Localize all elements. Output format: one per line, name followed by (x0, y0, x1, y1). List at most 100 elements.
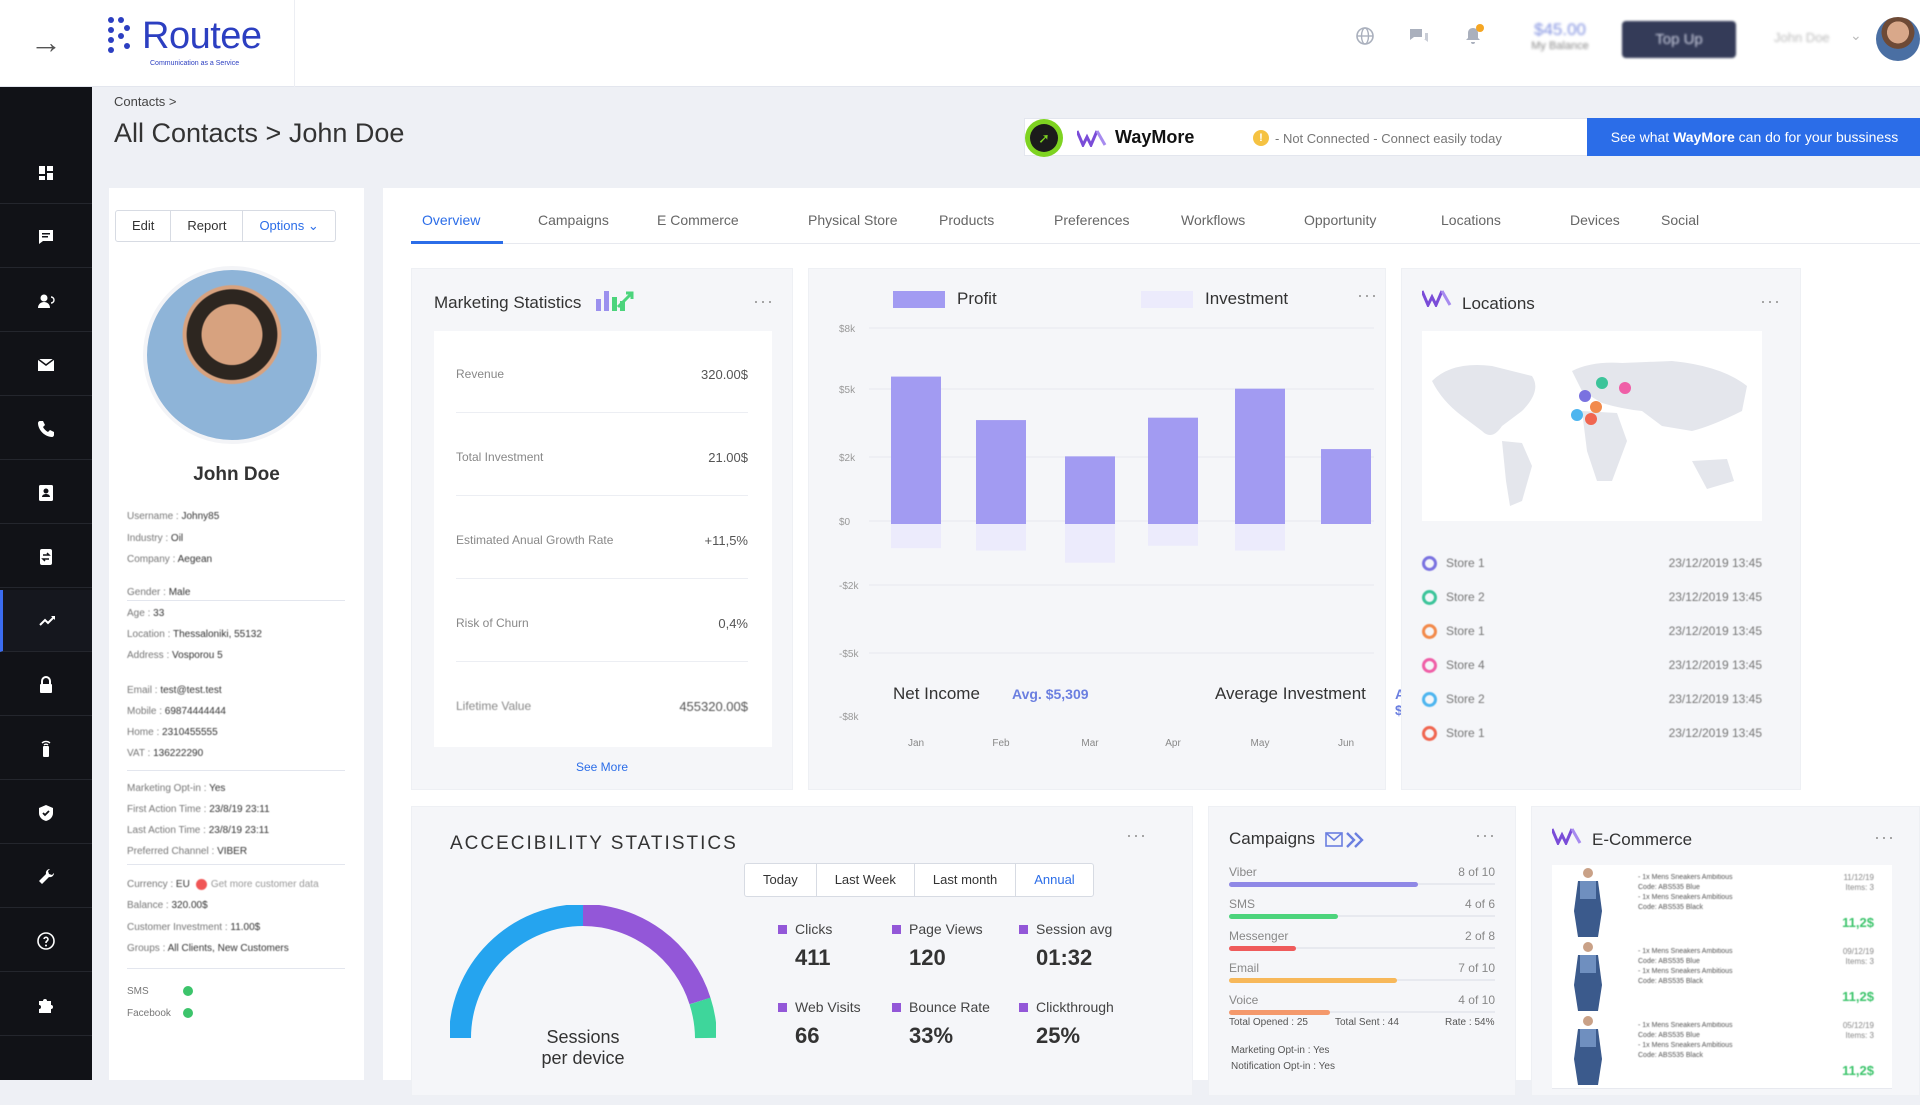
more-options-icon[interactable]: ··· (1126, 825, 1147, 845)
tab-locations[interactable]: Locations (1441, 212, 1501, 228)
breadcrumb[interactable]: Contacts > (114, 94, 177, 109)
order-date: 05/12/19 (1842, 1021, 1874, 1030)
globe-icon[interactable] (1353, 26, 1377, 50)
tab-e-commerce[interactable]: E Commerce (657, 212, 739, 228)
tab-physical-store[interactable]: Physical Store (808, 212, 898, 228)
profit-bar[interactable] (1235, 388, 1285, 524)
sidebar-item-email[interactable] (0, 334, 92, 396)
store-row[interactable]: Store 1 23/12/2019 13:45 (1422, 622, 1762, 642)
sidebar-item-tools[interactable] (0, 846, 92, 908)
sidebar-item-security[interactable] (0, 654, 92, 716)
sidebar-item-contacts[interactable] (0, 270, 92, 332)
stat-label: Lifetime Value (456, 699, 532, 713)
more-options-icon[interactable]: ··· (1475, 825, 1496, 845)
chat-icon[interactable] (1407, 26, 1431, 50)
bell-icon[interactable] (1461, 24, 1485, 50)
tab-overview[interactable]: Overview (422, 212, 481, 228)
store-row[interactable]: Store 1 23/12/2019 13:45 (1422, 554, 1762, 574)
profit-bar[interactable] (976, 420, 1026, 524)
top-up-button[interactable]: Top Up (1622, 21, 1736, 58)
y-tick-label: -$2k (839, 581, 859, 592)
investment-bar[interactable] (1235, 524, 1285, 551)
sidebar-item-dashboard[interactable] (0, 142, 92, 204)
investment-bar[interactable] (976, 524, 1026, 551)
sidebar-item-analytics[interactable] (0, 590, 92, 652)
campaign-row[interactable]: Messenger 2 of 8 (1229, 929, 1495, 961)
order-row[interactable]: - 1x Mens Sneakers Ambitious Code: ABS535… (1552, 939, 1892, 1015)
campaign-row[interactable]: Viber 8 of 10 (1229, 865, 1495, 897)
campaign-track (1229, 947, 1495, 949)
order-row[interactable]: - 1x Mens Sneakers Ambitious Code: ABS535… (1552, 1013, 1892, 1089)
user-name[interactable]: John Doe (1774, 30, 1830, 45)
tab-campaigns[interactable]: Campaigns (538, 212, 609, 228)
legend-square-icon (778, 1002, 787, 1012)
investment-bar[interactable] (891, 524, 941, 549)
store-row[interactable]: Store 1 23/12/2019 13:45 (1422, 724, 1762, 744)
sidebar-item-help[interactable] (0, 910, 92, 972)
sidebar-item-messages[interactable] (0, 206, 92, 268)
profile-field: Last Action Time : 23/8/19 23:11 (127, 825, 269, 836)
tab-products[interactable]: Products (939, 212, 995, 228)
chevron-down-icon[interactable]: ⌄ (1850, 27, 1862, 43)
profit-bar[interactable] (1065, 456, 1115, 524)
campaign-row[interactable]: Voice 4 of 10 (1229, 993, 1495, 1025)
options-dropdown[interactable]: Options ⌄ (243, 211, 334, 241)
edit-button[interactable]: Edit (116, 211, 172, 241)
filter-today[interactable]: Today (745, 864, 817, 896)
sidebar-item-mobile[interactable] (0, 718, 92, 780)
two-way-icon (40, 548, 52, 565)
see-more-link[interactable]: See More (575, 760, 629, 774)
profit-bar[interactable] (891, 376, 941, 524)
get-more-data-link[interactable]: Get more customer data (210, 879, 319, 891)
filter-annual[interactable]: Annual (1034, 872, 1075, 887)
location-ring-icon (1422, 556, 1437, 571)
channel-row: SMS (127, 986, 193, 997)
metric-value: 01:32 (1036, 945, 1093, 970)
locations-card: Locations ··· Store 1 23/12/2019 13:45 Sto… (1401, 268, 1801, 790)
more-options-icon[interactable]: ··· (1760, 291, 1781, 311)
sidebar-item-extensions[interactable] (0, 974, 92, 1036)
waymore-status-text: - Not Connected - Connect easily today (1275, 130, 1502, 146)
stat-row: Total Investment 21.00$ (456, 414, 748, 496)
campaign-row[interactable]: SMS 4 of 6 (1229, 897, 1495, 929)
store-row[interactable]: Store 4 23/12/2019 13:45 (1422, 656, 1762, 676)
tab-opportunity[interactable]: Opportunity (1304, 212, 1377, 228)
sidebar-item-address-book[interactable] (0, 462, 92, 524)
report-button[interactable]: Report (171, 211, 244, 241)
campaign-row[interactable]: Email 7 of 10 (1229, 961, 1495, 993)
order-row[interactable]: - 1x Mens Sneakers Ambitious Code: ABS535… (1552, 865, 1892, 941)
more-options-icon[interactable]: ··· (1874, 827, 1895, 847)
investment-bar[interactable] (1065, 524, 1115, 563)
waymore-cta-button[interactable]: See what WayMore can do for your bussine… (1587, 118, 1920, 156)
profile-field-value: Johny85 (181, 511, 220, 522)
arrow-right-icon[interactable]: → (30, 24, 62, 60)
profit-bar[interactable] (1321, 449, 1371, 524)
sidebar-item-shield[interactable] (0, 782, 92, 844)
profit-chart-card: Profit Investment ··· $8k $5k $2k $0 -$2k -$5… (808, 268, 1438, 790)
filter-last-month[interactable]: Last month (915, 864, 1017, 896)
metric-label: Bounce Rate (892, 999, 1022, 1015)
profit-bar[interactable] (1148, 417, 1198, 524)
store-row[interactable]: Store 2 23/12/2019 13:45 (1422, 588, 1762, 608)
stat-row: Lifetime Value 455320.00$ (456, 663, 748, 745)
legend-square-icon (1019, 1002, 1028, 1012)
user-avatar[interactable] (1876, 17, 1920, 61)
y-tick-label: $5k (839, 385, 856, 396)
tab-workflows[interactable]: Workflows (1181, 212, 1246, 228)
investment-bar[interactable] (1148, 524, 1198, 546)
routee-logo[interactable]: Routee Communication as a Service (106, 14, 262, 74)
sidebar-item-voice[interactable] (0, 398, 92, 460)
profile-field-value: 320.00$ (171, 900, 208, 911)
filter-last-week[interactable]: Last Week (817, 864, 915, 896)
tab-social[interactable]: Social (1661, 212, 1700, 228)
ecommerce-card: E-Commerce ··· - 1x Mens Sneakers Ambiti… (1531, 806, 1920, 1096)
tab-devices[interactable]: Devices (1570, 212, 1620, 228)
stat-value: 21.00$ (708, 450, 748, 465)
tab-preferences[interactable]: Preferences (1054, 212, 1130, 228)
profile-field: Company : Aegean (127, 554, 212, 565)
sidebar-item-two-way[interactable] (0, 526, 92, 588)
order-meta: 05/12/19 Items: 3 (1843, 1021, 1874, 1041)
chart-more-options-icon[interactable]: ··· (1357, 285, 1378, 305)
store-row[interactable]: Store 2 23/12/2019 13:45 (1422, 690, 1762, 710)
more-options-icon[interactable]: ··· (753, 291, 774, 311)
